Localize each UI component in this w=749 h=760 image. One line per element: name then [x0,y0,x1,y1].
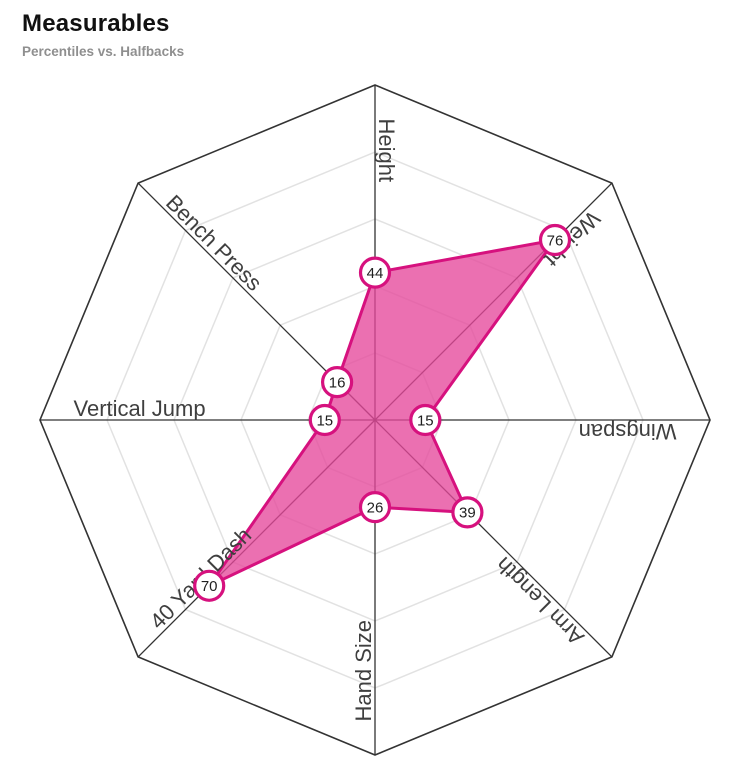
data-polygon [207,238,557,588]
axis-label: Hand Size [351,620,376,722]
data-point-value: 16 [329,374,346,391]
data-point-marker [308,403,341,437]
chart-header: Measurables Percentiles vs. Halfbacks [22,10,184,59]
data-point-value: 39 [459,505,476,522]
outer-ring [39,84,711,756]
data-point-value: 26 [367,499,384,516]
data-point-marker [538,223,572,257]
axis-label: Arm Length [491,552,589,650]
data-point-marker [358,256,392,289]
data-point-value: 76 [547,232,564,249]
data-point-value: 44 [367,265,384,282]
data-point-marker [321,366,354,399]
axis-label: Wingspan [579,419,677,444]
data-point-marker [358,491,392,524]
data-point-value: 15 [316,412,333,429]
data-point-marker [193,569,226,602]
axis-label: Vertical Jump [74,396,206,421]
chart-subtitle: Percentiles vs. Halfbacks [22,44,185,59]
axis-label: Bench Press [161,190,267,296]
data-point-marker [451,496,484,529]
data-point-value: 15 [417,412,434,429]
data-point-value: 70 [201,578,218,595]
data-point-marker [409,403,442,437]
chart-title: Measurables [22,10,170,37]
axis-label: Height [374,119,399,183]
